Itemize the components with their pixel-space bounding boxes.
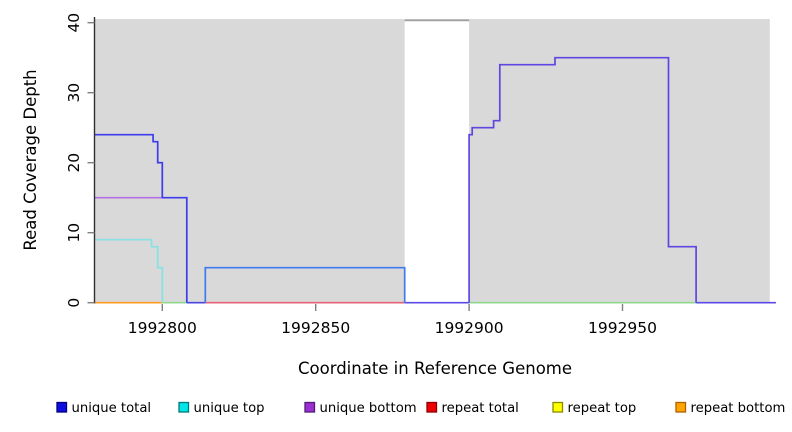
- x-tick-label: 1992950: [588, 319, 657, 337]
- legend-label: unique total: [72, 401, 152, 416]
- unique-total-left-series: [94, 133, 188, 303]
- gap-region: [404, 21, 470, 304]
- legend-label: unique bottom: [320, 401, 417, 416]
- y-axis-label: Read Coverage Depth: [21, 69, 40, 250]
- x-tick-label: 1992850: [281, 319, 350, 337]
- y-tick-label: 20: [65, 153, 83, 173]
- unique-total-right-series: [468, 56, 697, 303]
- unique-top-line-series: [94, 238, 164, 303]
- legend-label: repeat top: [568, 401, 637, 416]
- legend-swatch: [552, 401, 564, 413]
- y-tick-label: 40: [65, 13, 83, 33]
- y-tick-label: 10: [65, 223, 83, 243]
- unique-total-mid-series: [204, 266, 406, 303]
- legend-swatch: [56, 401, 68, 413]
- x-axis-label: Coordinate in Reference Genome: [298, 359, 572, 378]
- legend-swatch: [675, 401, 687, 413]
- x-tick-label: 1992900: [435, 319, 504, 337]
- legend-label: unique top: [194, 401, 265, 416]
- legend-swatch: [304, 401, 316, 413]
- y-tick-label: 30: [65, 83, 83, 103]
- legend-label: repeat total: [442, 401, 519, 416]
- legend-swatch: [178, 401, 190, 413]
- y-tick-label: 0: [65, 298, 83, 308]
- legend-swatch: [426, 401, 438, 413]
- x-tick-label: 1992800: [128, 319, 197, 337]
- legend-label: repeat bottom: [691, 401, 786, 416]
